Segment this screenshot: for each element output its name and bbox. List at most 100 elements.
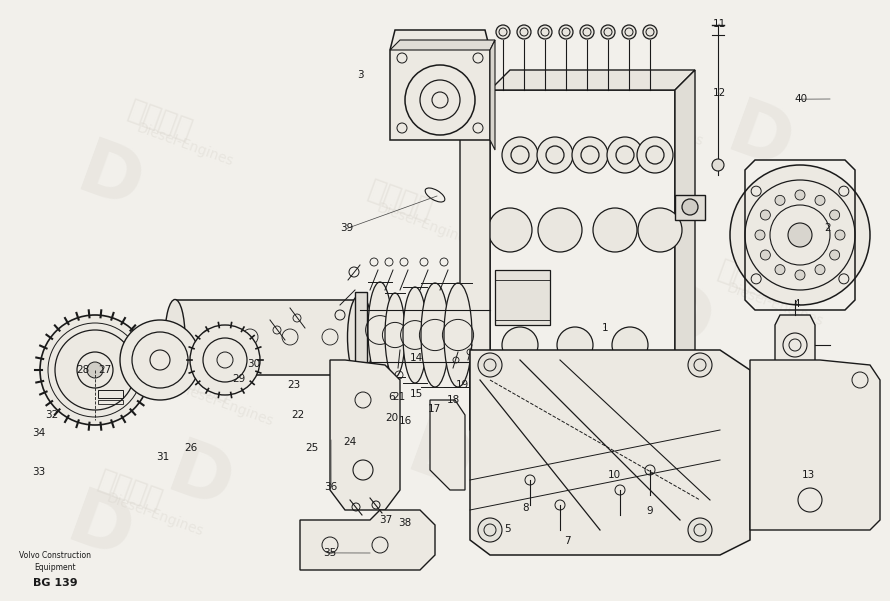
- Circle shape: [835, 230, 845, 240]
- Circle shape: [612, 327, 648, 363]
- Polygon shape: [490, 40, 495, 150]
- Text: 22: 22: [292, 410, 304, 419]
- Text: 3: 3: [357, 70, 364, 80]
- Ellipse shape: [385, 293, 405, 377]
- Circle shape: [478, 518, 502, 542]
- Ellipse shape: [444, 283, 472, 387]
- Bar: [495, 280, 550, 320]
- Ellipse shape: [368, 282, 392, 378]
- Circle shape: [815, 195, 825, 206]
- Text: 15: 15: [410, 389, 423, 398]
- Text: 16: 16: [399, 416, 411, 426]
- Polygon shape: [675, 70, 695, 430]
- Circle shape: [795, 190, 805, 200]
- Text: D: D: [637, 275, 723, 365]
- Circle shape: [775, 264, 785, 275]
- Text: 30: 30: [247, 359, 260, 368]
- Text: 紫发动力: 紫发动力: [364, 175, 436, 225]
- Polygon shape: [490, 70, 695, 90]
- Text: D: D: [398, 415, 482, 505]
- Text: 37: 37: [379, 515, 392, 525]
- Polygon shape: [330, 360, 400, 510]
- Text: 紫发动力: 紫发动力: [124, 96, 196, 144]
- Circle shape: [607, 137, 643, 173]
- Circle shape: [120, 320, 200, 400]
- Text: 6: 6: [388, 392, 395, 401]
- Circle shape: [87, 362, 103, 378]
- Text: D: D: [578, 454, 662, 546]
- Circle shape: [559, 25, 573, 39]
- Text: Diesel-Engines: Diesel-Engines: [524, 511, 626, 559]
- Text: 14: 14: [410, 353, 423, 362]
- Circle shape: [760, 250, 771, 260]
- Text: 4: 4: [793, 299, 800, 308]
- Text: D: D: [488, 135, 572, 225]
- Polygon shape: [300, 510, 435, 570]
- Polygon shape: [775, 315, 815, 375]
- Circle shape: [730, 165, 870, 305]
- Circle shape: [40, 315, 150, 425]
- Text: 7: 7: [564, 536, 571, 546]
- Circle shape: [537, 137, 573, 173]
- Circle shape: [622, 25, 636, 39]
- Circle shape: [496, 25, 510, 39]
- Bar: [495, 270, 550, 325]
- Circle shape: [538, 25, 552, 39]
- Circle shape: [478, 353, 502, 377]
- Bar: [98, 400, 123, 404]
- Text: 26: 26: [185, 443, 198, 453]
- Text: 20: 20: [385, 413, 398, 423]
- Text: 36: 36: [325, 482, 337, 492]
- Text: D: D: [717, 94, 803, 186]
- Polygon shape: [390, 40, 495, 50]
- Text: 40: 40: [795, 94, 807, 104]
- Text: 17: 17: [428, 404, 441, 413]
- Circle shape: [682, 199, 698, 215]
- Ellipse shape: [165, 299, 185, 374]
- Text: 27: 27: [99, 365, 111, 374]
- Text: D: D: [68, 135, 152, 225]
- Text: 1: 1: [602, 323, 609, 332]
- Ellipse shape: [347, 294, 373, 379]
- Text: 33: 33: [33, 467, 45, 477]
- Text: 38: 38: [399, 518, 411, 528]
- Circle shape: [755, 230, 765, 240]
- Text: 34: 34: [33, 428, 45, 438]
- Circle shape: [643, 25, 657, 39]
- Circle shape: [488, 208, 532, 252]
- Text: 32: 32: [45, 410, 58, 419]
- Text: Diesel-Engines: Diesel-Engines: [174, 381, 275, 429]
- Circle shape: [815, 264, 825, 275]
- Circle shape: [580, 25, 594, 39]
- Text: 13: 13: [802, 470, 814, 480]
- Circle shape: [557, 327, 593, 363]
- Text: 28: 28: [77, 365, 89, 374]
- Text: 5: 5: [504, 524, 511, 534]
- Circle shape: [688, 518, 712, 542]
- Text: 19: 19: [457, 380, 469, 389]
- Circle shape: [190, 325, 260, 395]
- Text: BG 139: BG 139: [33, 578, 77, 588]
- Circle shape: [593, 208, 637, 252]
- Circle shape: [637, 137, 673, 173]
- Bar: [355, 292, 367, 383]
- Text: 31: 31: [157, 452, 169, 462]
- Circle shape: [760, 210, 771, 220]
- Ellipse shape: [421, 283, 449, 387]
- Circle shape: [688, 353, 712, 377]
- Text: 21: 21: [392, 392, 405, 401]
- Text: 10: 10: [608, 470, 620, 480]
- Text: 紫发动力: 紫发动力: [444, 346, 516, 394]
- Polygon shape: [470, 340, 490, 430]
- Circle shape: [502, 137, 538, 173]
- Text: D: D: [158, 435, 242, 526]
- Text: 紫发动力: 紫发动力: [594, 76, 666, 124]
- Text: D: D: [58, 484, 142, 576]
- Bar: [675, 195, 705, 220]
- Text: 紫发动力: 紫发动力: [664, 426, 736, 475]
- Text: 24: 24: [344, 437, 356, 447]
- Circle shape: [788, 223, 812, 247]
- Text: Equipment: Equipment: [34, 564, 76, 573]
- Text: 35: 35: [323, 548, 336, 558]
- Bar: [98, 390, 123, 398]
